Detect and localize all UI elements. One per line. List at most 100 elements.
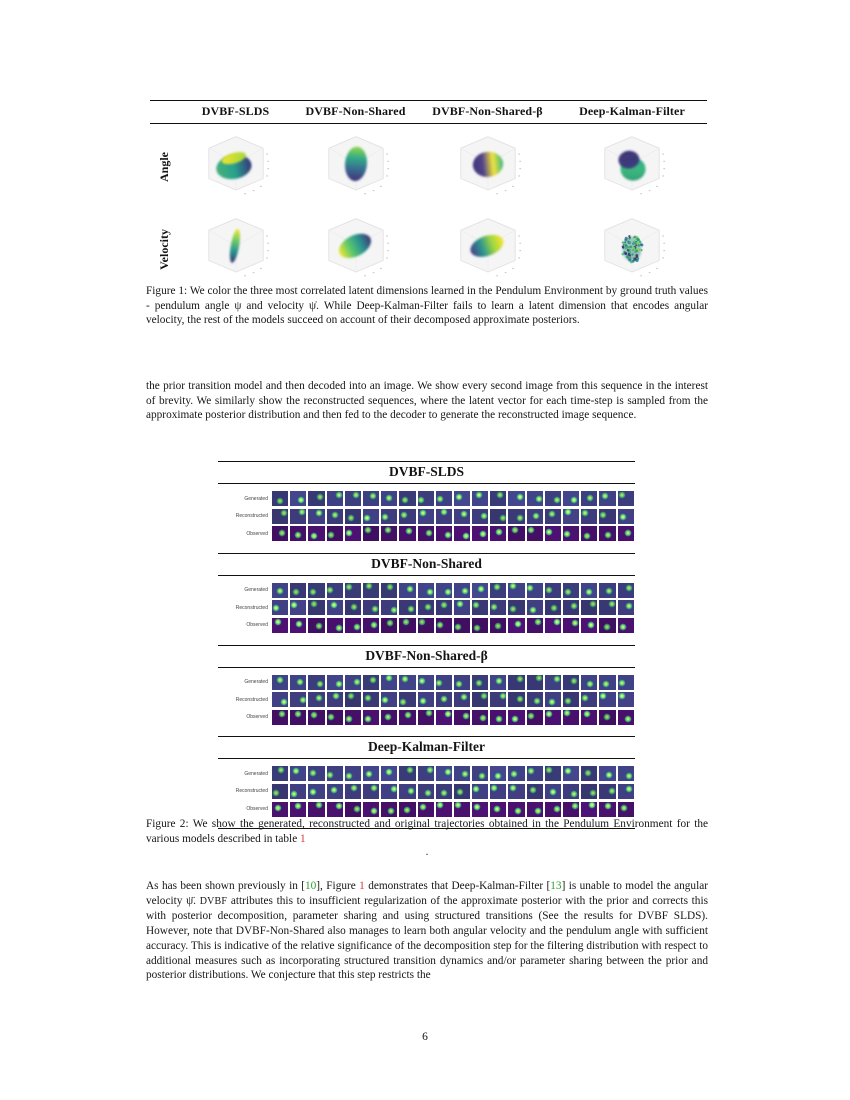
pendulum-dot <box>548 510 556 518</box>
figure-ref-link[interactable]: 1 <box>300 832 306 845</box>
frame-thumbnail <box>272 491 289 506</box>
sequence-row: Generated <box>218 491 635 506</box>
frame-thumbnail <box>344 766 361 782</box>
frame-thumbnail <box>599 582 616 598</box>
text-segment: As has been shown previously in [ <box>146 880 305 892</box>
frame-thumbnail <box>544 491 561 506</box>
frame-thumbnail <box>326 600 343 616</box>
frame-thumbnail <box>563 801 580 817</box>
frame-thumbnail <box>326 674 343 690</box>
pendulum-dot <box>426 588 434 596</box>
pendulum-dot <box>625 785 633 793</box>
pendulum-dot <box>456 600 464 608</box>
pendulum-dot <box>436 801 444 809</box>
pendulum-dot <box>350 784 358 792</box>
pendulum-dot <box>535 495 543 503</box>
figure1-table: DVBF-SLDS DVBF-Non-Shared DVBF-Non-Share… <box>150 100 707 288</box>
frame-thumbnail <box>599 508 616 524</box>
pendulum-dot <box>309 588 317 596</box>
frame-thumbnail <box>453 582 471 598</box>
pendulum-dot <box>365 582 373 590</box>
frame-thumbnail <box>617 674 634 690</box>
pendulum-dot <box>545 586 553 594</box>
pendulum-dot <box>399 698 407 706</box>
frame-thumbnail <box>453 766 471 782</box>
sequence-row-label: Generated <box>244 587 268 594</box>
pendulum-dot <box>527 712 535 720</box>
pendulum-dot <box>529 786 537 794</box>
pendulum-dot <box>353 623 361 631</box>
frame-thumbnail <box>599 617 616 633</box>
frame-thumbnail <box>308 526 325 542</box>
citation-link[interactable]: 13 <box>550 880 562 892</box>
pendulum-dot <box>584 769 592 777</box>
frame-thumbnail <box>490 582 507 598</box>
scatter3d-plot-velocity-dvbf-slds <box>207 218 269 277</box>
frame-thumbnail <box>362 692 380 708</box>
pendulum-dot <box>571 802 579 810</box>
figure1-angle-row: Angle <box>150 128 707 206</box>
frame-thumbnail <box>399 674 416 690</box>
frame-thumbnail <box>453 801 471 817</box>
pendulum-dot <box>310 532 318 540</box>
pendulum-dot <box>364 526 372 534</box>
frame-thumbnail <box>435 582 452 598</box>
frame-thumbnail <box>344 491 361 506</box>
acronym: DVBF <box>199 895 228 907</box>
pendulum-dot <box>315 801 323 809</box>
sequence-row-label: Observed <box>246 714 268 721</box>
frame-thumbnail <box>490 766 507 782</box>
pendulum-dot <box>444 768 452 776</box>
frame-thumbnail <box>453 491 471 506</box>
panel-rows: Generated Reconstructed Observed <box>218 668 635 737</box>
frame-thumbnail <box>617 491 634 506</box>
pendulum-dot <box>624 529 632 537</box>
pendulum-dot <box>369 676 377 684</box>
pendulum-dot <box>618 491 626 499</box>
frame-thumbnail <box>581 526 598 542</box>
pendulum-dot <box>472 601 480 609</box>
pendulum-dot <box>564 588 572 596</box>
frame-thumbnail <box>326 491 343 506</box>
pendulum-dot <box>294 531 302 539</box>
frame-thumbnail <box>381 709 398 725</box>
pendulum-dot <box>345 583 353 591</box>
pendulum-dot <box>386 583 394 591</box>
pendulum-dot <box>315 694 323 702</box>
pendulum-dot <box>419 697 427 705</box>
frame-thumbnail <box>381 600 398 616</box>
frame-thumbnail <box>617 600 634 616</box>
pendulum-dot <box>455 680 463 688</box>
pendulum-dot <box>436 621 443 629</box>
pendulum-dot <box>387 807 395 815</box>
frame-thumbnail <box>526 692 543 708</box>
frame-thumbnail <box>617 783 634 799</box>
frame-strip <box>272 526 635 542</box>
pendulum-dot <box>417 496 425 504</box>
frame-thumbnail <box>435 526 452 542</box>
pendulum-dot <box>516 695 524 703</box>
frame-thumbnail <box>417 491 434 506</box>
citation-link[interactable]: 10 <box>305 880 317 892</box>
frame-strip <box>272 783 635 799</box>
pendulum-dot <box>297 496 305 504</box>
pendulum-dot <box>603 623 611 631</box>
frame-thumbnail <box>272 674 289 690</box>
frame-thumbnail <box>472 600 489 616</box>
pendulum-dot <box>603 713 611 721</box>
scatter3d-plot-angle-dvbf-slds <box>207 136 269 195</box>
frame-thumbnail <box>381 766 398 782</box>
pendulum-dot <box>277 766 285 774</box>
sequence-row-label: Generated <box>244 770 268 777</box>
frame-thumbnail <box>344 617 361 633</box>
pendulum-dot <box>462 712 470 720</box>
frame-thumbnail <box>526 783 543 799</box>
panel-top-rule <box>218 736 635 738</box>
pendulum-dot <box>335 624 343 632</box>
frame-thumbnail <box>272 709 289 725</box>
frame-thumbnail <box>344 783 361 799</box>
frame-strip <box>272 508 635 524</box>
figure-ref-link[interactable]: 1 <box>359 880 365 892</box>
frame-thumbnail <box>344 674 361 690</box>
panel-title-rule <box>218 666 635 668</box>
